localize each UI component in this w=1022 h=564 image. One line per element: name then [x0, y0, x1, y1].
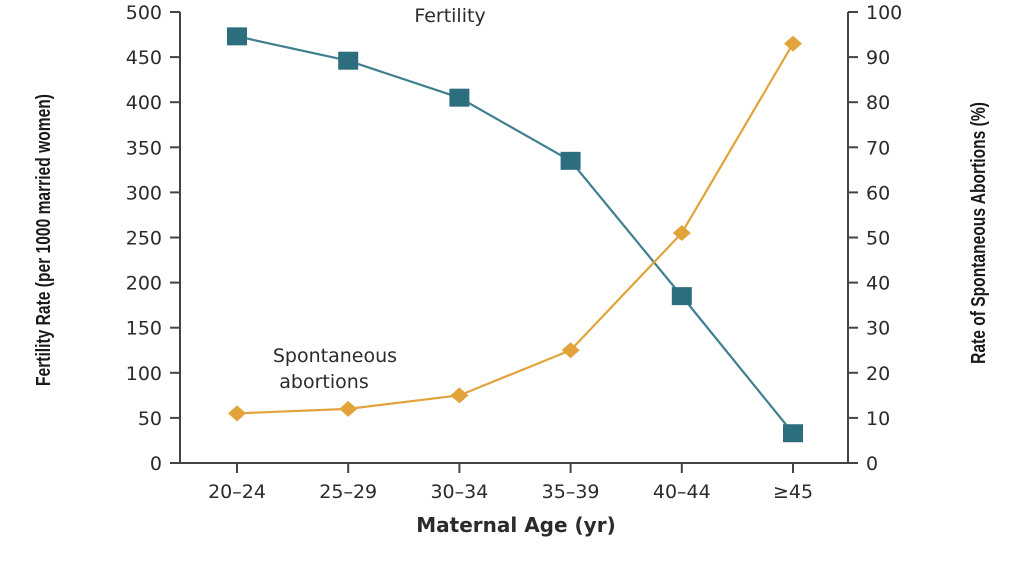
right-axis-title: Rate of Spontaneous Abortions (%): [967, 102, 989, 364]
x-tick-label: 30–34: [430, 481, 488, 503]
right-tick-label: 20: [866, 363, 890, 385]
x-tick-label: 20–24: [208, 481, 266, 503]
left-axis-ticks: 0 50 100 150 200 250 300 350 400 450 500: [126, 2, 180, 475]
data-point-spontaneous-abortions: [339, 400, 358, 417]
data-point-fertility: [671, 287, 692, 306]
data-point-spontaneous-abortions: [672, 224, 691, 241]
x-tick-label: ≥45: [773, 481, 813, 503]
data-point-fertility: [338, 51, 359, 70]
data-point-spontaneous-abortions: [228, 405, 246, 422]
series-label-line-1: Spontaneous: [273, 345, 397, 367]
left-tick-label: 500: [126, 2, 162, 24]
left-tick-label: 50: [138, 408, 162, 430]
right-tick-label: 30: [866, 318, 890, 340]
data-point-fertility: [560, 151, 581, 170]
series-line-fertility: [236, 35, 794, 434]
series-label-fertility: Fertility: [414, 5, 485, 27]
right-axis-ticks: 0 10 20 30 40 50 60 70 80 90 100: [848, 2, 902, 475]
x-axis-ticks: 20–24 25–29 30–34 35–39 40–44 ≥45: [208, 463, 813, 503]
data-point-fertility: [449, 88, 470, 107]
left-tick-label: 150: [126, 318, 162, 340]
left-tick-label: 0: [150, 453, 162, 475]
axes: [179, 12, 849, 464]
data-point-spontaneous-abortions: [450, 387, 469, 404]
data-point-spontaneous-abortions: [561, 342, 580, 359]
series-label-spontaneous-abortions: Spontaneous abortions: [273, 345, 403, 393]
left-tick-label: 250: [126, 228, 162, 250]
left-tick-label: 400: [126, 92, 162, 114]
series-lines: [236, 35, 794, 434]
left-tick-label: 100: [126, 363, 162, 385]
left-tick-label: 350: [126, 137, 162, 159]
x-tick-label: 40–44: [653, 481, 711, 503]
right-tick-label: 60: [866, 182, 890, 204]
x-tick-label: 35–39: [542, 481, 600, 503]
right-tick-label: 50: [866, 228, 890, 250]
series-markers: [227, 27, 803, 443]
left-tick-label: 300: [126, 182, 162, 204]
data-point-spontaneous-abortions: [784, 35, 802, 52]
x-axis-title: Maternal Age (yr): [416, 513, 615, 537]
left-tick-label: 450: [126, 47, 162, 69]
x-tick-label: 25–29: [319, 481, 377, 503]
right-tick-label: 10: [866, 408, 890, 430]
series-line-spontaneous-abortions: [236, 43, 794, 415]
right-tick-label: 70: [866, 137, 890, 159]
right-tick-label: 100: [866, 2, 902, 24]
left-axis-title: Fertility Rate (per 1000 married women): [32, 94, 54, 386]
data-point-fertility: [227, 27, 247, 46]
right-tick-label: 90: [866, 47, 890, 69]
series-label-line-2: abortions: [279, 371, 368, 393]
left-tick-label: 200: [126, 273, 162, 295]
right-tick-label: 0: [866, 453, 878, 475]
right-tick-label: 80: [866, 92, 890, 114]
data-point-fertility: [783, 424, 803, 443]
right-tick-label: 40: [866, 273, 890, 295]
